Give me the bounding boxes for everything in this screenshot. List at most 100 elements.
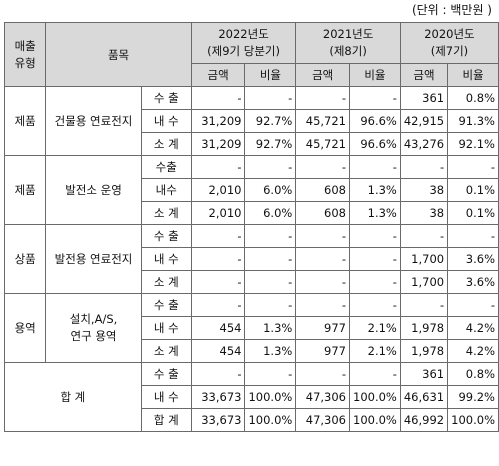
amount-cell: - <box>295 293 350 317</box>
amount-cell: 454 <box>190 316 246 340</box>
subcategory-cell: 소 계 <box>140 201 192 225</box>
ratio-cell: - <box>244 293 297 317</box>
table-row: 제품 발전소 운영 수출 - - - - - - <box>3 155 499 225</box>
amount-cell: 33,673 <box>190 408 246 432</box>
amount-cell: - <box>399 155 449 179</box>
table-row: 제품 건물용 연료전지 수 출 - - - -361 0.8% <box>3 86 499 156</box>
header-amount: 금액 <box>295 63 350 87</box>
header-sales-type: 매출 유형 <box>3 22 47 87</box>
ratio-cell: 1.3% <box>349 178 401 202</box>
ratio-cell: - <box>244 362 297 386</box>
subcategory-cell: 소 계 <box>140 132 192 156</box>
amount-cell: 1,700 <box>399 247 449 271</box>
amount-cell: - <box>295 270 350 294</box>
amount-cell: - <box>190 86 246 110</box>
table-header: 매출 유형 품목 2022년도 (제9기 당분기) 2021년도 (제8기) 2… <box>3 22 499 87</box>
amount-cell: - <box>295 247 350 271</box>
amount-cell: - <box>190 155 246 179</box>
subcategory-cell: 수 출 <box>140 362 192 386</box>
amount-cell: 45,721 <box>295 109 350 133</box>
header-ratio: 비율 <box>447 63 499 87</box>
ratio-cell: - <box>244 224 297 248</box>
ratio-cell: - <box>447 224 499 248</box>
header-amount: 금액 <box>190 63 246 87</box>
ratio-cell: - <box>349 362 401 386</box>
header-year-label: 2020년도 <box>424 27 475 41</box>
subcategory-cell: 내 수 <box>140 247 192 271</box>
subcategory-cell: 수 출 <box>140 224 192 248</box>
total-label-cell: 합 계 <box>4 362 142 432</box>
ratio-cell: 4.2% <box>447 339 499 363</box>
header-ratio: 비율 <box>244 63 297 87</box>
ratio-cell: - <box>244 247 297 271</box>
table-row: 상품 발전용 연료전지 수 출------ <box>3 224 499 294</box>
ratio-cell: 99.2% <box>447 385 499 409</box>
header-year-2021: 2021년도 (제8기) <box>295 22 401 64</box>
amount-cell: - <box>190 270 246 294</box>
ratio-cell: 100.0% <box>349 385 401 409</box>
ratio-cell: 100.0% <box>244 385 297 409</box>
ratio-cell: 3.6% <box>447 270 499 294</box>
ratio-cell: 1.3% <box>244 339 297 363</box>
amount-cell: 38 <box>399 178 449 202</box>
item-cell: 건물용 연료전지 <box>45 86 142 156</box>
amount-cell: 45,721 <box>295 132 350 156</box>
ratio-cell: 100.0% <box>349 408 401 432</box>
amount-cell: 38 <box>399 201 449 225</box>
subcategory-cell: 합 계 <box>140 408 192 432</box>
sales-table: 매출 유형 품목 2022년도 (제9기 당분기) 2021년도 (제8기) 2… <box>3 22 499 432</box>
subcategory-cell: 내 수 <box>140 109 192 133</box>
item-cell: 발전용 연료전지 <box>45 224 142 294</box>
amount-cell: 31,209 <box>190 109 246 133</box>
amount-cell: 2,010 <box>190 201 246 225</box>
ratio-cell: 0.8% <box>447 86 499 110</box>
ratio-cell: 100.0% <box>447 408 499 432</box>
amount-cell: 33,673 <box>190 385 246 409</box>
sales-type-cell: 용역 <box>3 293 47 363</box>
ratio-cell: - <box>244 155 297 179</box>
header-period-label: (제7기) <box>430 44 469 58</box>
amount-cell: 361 <box>399 362 449 386</box>
amount-cell: 1,700 <box>399 270 449 294</box>
ratio-cell: 0.1% <box>447 201 499 225</box>
amount-cell: 42,915 <box>399 109 449 133</box>
ratio-cell: 6.0% <box>244 178 297 202</box>
ratio-cell: 96.6% <box>349 109 401 133</box>
amount-cell: 1,978 <box>399 339 449 363</box>
ratio-cell: 0.1% <box>447 178 499 202</box>
amount-cell: 47,306 <box>295 385 350 409</box>
amount-cell: - <box>295 224 350 248</box>
amount-cell: 31,209 <box>190 132 246 156</box>
subcategory-cell: 내 수 <box>140 385 192 409</box>
amount-cell: 47,306 <box>295 408 350 432</box>
table-row: 내수 2,010 6.0% 608 1.3% 38 0.1% <box>5 178 499 202</box>
item-cell: 발전소 운영 <box>45 155 142 225</box>
amount-cell: 608 <box>295 201 350 225</box>
ratio-cell: - <box>349 247 401 271</box>
subcategory-cell: 수 출 <box>140 86 192 110</box>
ratio-cell: 0.8% <box>447 362 499 386</box>
sales-type-cell: 제품 <box>3 86 47 156</box>
amount-cell: - <box>190 362 246 386</box>
table-row: 소 계 - - - -1,700 3.6% <box>5 270 499 294</box>
table-row: 내 수 31,209 92.7% 45,721 96.6% 42,915 91.3% <box>5 109 499 133</box>
amount-cell: 43,276 <box>399 132 449 156</box>
subcategory-cell: 내 수 <box>140 316 192 340</box>
header-period-label: (제9기 당분기) <box>207 44 280 58</box>
ratio-cell: 96.6% <box>349 132 401 156</box>
ratio-cell: - <box>349 155 401 179</box>
ratio-cell: 1.3% <box>349 201 401 225</box>
item-cell: 설치,A/S, 연구 용역 <box>45 293 142 363</box>
header-year-label: 2022년도 <box>218 27 269 41</box>
amount-cell: 608 <box>295 178 350 202</box>
amount-cell: 46,631 <box>399 385 449 409</box>
table-row: 용역 설치,A/S, 연구 용역 수 출------ <box>3 293 499 363</box>
sales-type-cell: 상품 <box>3 224 47 294</box>
ratio-cell: - <box>349 270 401 294</box>
ratio-cell: - <box>349 293 401 317</box>
amount-cell: 2,010 <box>190 178 246 202</box>
amount-cell: - <box>295 362 350 386</box>
amount-cell: 361 <box>399 86 449 110</box>
table-row: 소 계 2,010 6.0% 608 1.3% 38 0.1% <box>5 201 499 225</box>
ratio-cell: 4.2% <box>447 316 499 340</box>
